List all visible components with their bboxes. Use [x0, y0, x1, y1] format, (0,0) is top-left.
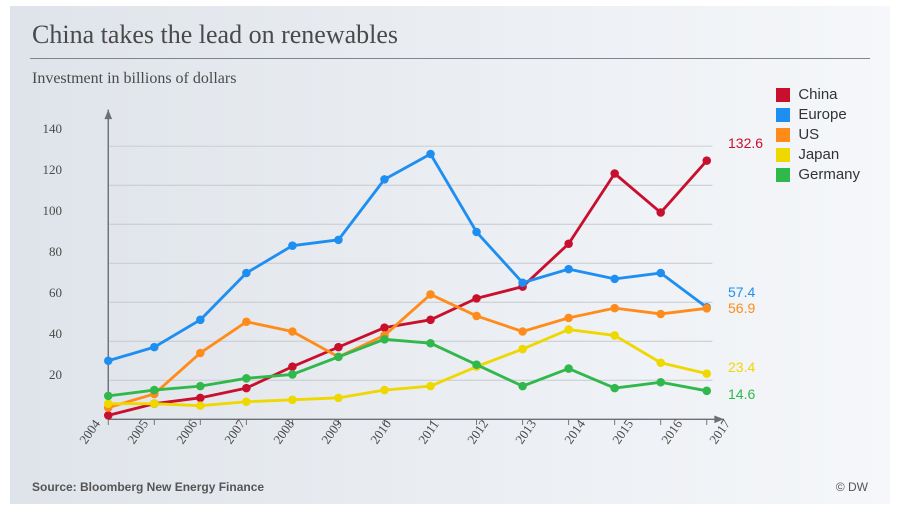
legend-label: Japan [798, 146, 839, 163]
y-tick-label: 40 [22, 326, 62, 342]
legend-label: China [798, 86, 837, 103]
y-tick-label: 140 [22, 121, 62, 137]
series-end-label: 56.9 [728, 300, 755, 316]
title-rule [30, 58, 870, 59]
chart-plot-area [70, 102, 720, 422]
legend-item: Europe [776, 106, 860, 123]
y-tick-label: 80 [22, 244, 62, 260]
legend-item: Japan [776, 146, 860, 163]
chart-legend: China Europe US Japan Germany [776, 86, 860, 186]
legend-swatch [776, 108, 790, 122]
legend-swatch [776, 128, 790, 142]
legend-label: US [798, 126, 819, 143]
legend-label: Europe [798, 106, 846, 123]
legend-item: Germany [776, 166, 860, 183]
legend-item: China [776, 86, 860, 103]
page-title: China takes the lead on renewables [32, 20, 398, 50]
series-end-label: 14.6 [728, 386, 755, 402]
series-end-label: 23.4 [728, 359, 755, 375]
legend-swatch [776, 88, 790, 102]
legend-swatch [776, 168, 790, 182]
chart-subtitle: Investment in billions of dollars [32, 70, 236, 88]
y-tick-label: 60 [22, 285, 62, 301]
chart-card: China takes the lead on renewables Inves… [10, 6, 890, 504]
legend-swatch [776, 148, 790, 162]
series-end-label: 132.6 [728, 135, 763, 151]
y-tick-label: 100 [22, 203, 62, 219]
legend-label: Germany [798, 166, 860, 183]
legend-item: US [776, 126, 860, 143]
series-end-label: 57.4 [728, 284, 755, 300]
attribution: © DW [836, 480, 868, 494]
y-tick-label: 20 [22, 367, 62, 383]
y-tick-label: 120 [22, 162, 62, 178]
source-line: Source: Bloomberg New Energy Finance [32, 480, 264, 494]
